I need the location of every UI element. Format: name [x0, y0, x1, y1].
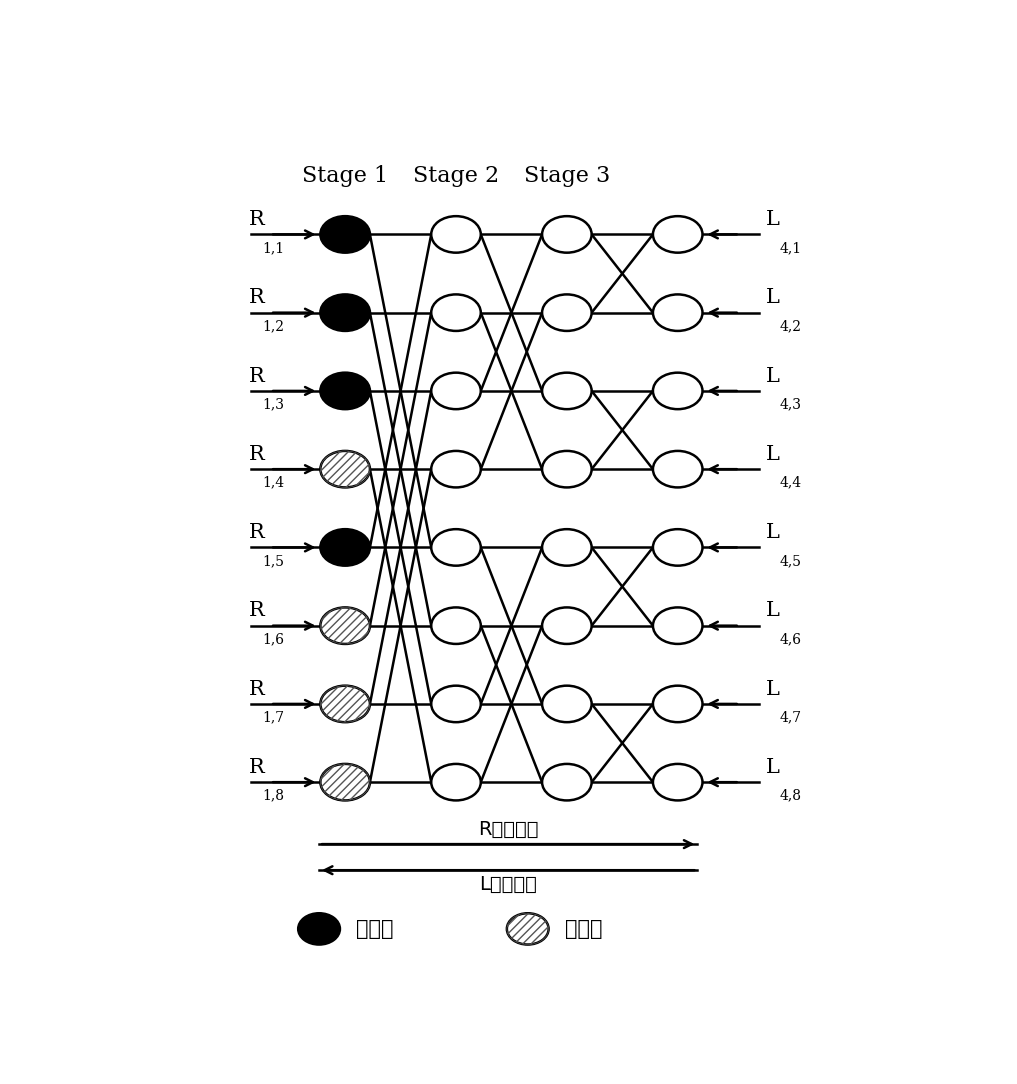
Text: L: L: [766, 680, 780, 699]
Text: L: L: [766, 602, 780, 620]
Ellipse shape: [320, 607, 370, 644]
Ellipse shape: [653, 216, 703, 253]
Text: 1,4: 1,4: [262, 476, 285, 490]
Text: 4,8: 4,8: [779, 789, 801, 802]
Ellipse shape: [320, 451, 370, 488]
Text: L: L: [766, 758, 780, 777]
Ellipse shape: [542, 686, 592, 722]
Text: R: R: [248, 444, 264, 464]
Text: 4,4: 4,4: [779, 476, 801, 490]
Text: Stage 3: Stage 3: [524, 165, 610, 186]
Text: 1,5: 1,5: [262, 554, 285, 568]
Ellipse shape: [542, 529, 592, 566]
Ellipse shape: [431, 529, 481, 566]
Ellipse shape: [320, 295, 370, 331]
Text: 4,5: 4,5: [779, 554, 801, 568]
Text: 1,3: 1,3: [262, 398, 285, 412]
Text: 4,7: 4,7: [779, 710, 801, 724]
Text: 4,2: 4,2: [779, 319, 801, 333]
Text: L: L: [766, 444, 780, 464]
Ellipse shape: [542, 607, 592, 644]
Ellipse shape: [653, 373, 703, 409]
Text: 4,6: 4,6: [779, 632, 801, 646]
Ellipse shape: [431, 764, 481, 800]
Ellipse shape: [542, 764, 592, 800]
Text: L信息更新: L信息更新: [479, 876, 537, 894]
Text: L: L: [766, 210, 780, 229]
Ellipse shape: [653, 764, 703, 800]
Text: R: R: [248, 680, 264, 699]
Ellipse shape: [542, 216, 592, 253]
Text: R: R: [248, 288, 264, 308]
Ellipse shape: [653, 686, 703, 722]
Ellipse shape: [542, 373, 592, 409]
Text: R: R: [248, 210, 264, 229]
Ellipse shape: [542, 451, 592, 488]
Text: 冻结位: 冻结位: [356, 919, 394, 939]
Text: 1,7: 1,7: [262, 710, 285, 724]
Text: 4,3: 4,3: [779, 398, 801, 412]
Text: L: L: [766, 366, 780, 386]
Text: L: L: [766, 288, 780, 308]
Text: R: R: [248, 602, 264, 620]
Text: 1,8: 1,8: [262, 789, 285, 802]
Text: R信息更新: R信息更新: [478, 820, 538, 839]
Ellipse shape: [431, 451, 481, 488]
Ellipse shape: [320, 216, 370, 253]
Ellipse shape: [431, 686, 481, 722]
Ellipse shape: [320, 373, 370, 409]
Ellipse shape: [431, 607, 481, 644]
Ellipse shape: [653, 451, 703, 488]
Ellipse shape: [542, 295, 592, 331]
Text: 1,1: 1,1: [262, 241, 285, 255]
Text: R: R: [248, 366, 264, 386]
Ellipse shape: [653, 529, 703, 566]
Text: Stage 1: Stage 1: [302, 165, 388, 186]
Text: 1,2: 1,2: [262, 319, 285, 333]
Ellipse shape: [653, 607, 703, 644]
Ellipse shape: [298, 913, 340, 944]
Text: L: L: [766, 524, 780, 542]
Ellipse shape: [506, 913, 548, 944]
Ellipse shape: [320, 686, 370, 722]
Text: 1,6: 1,6: [262, 632, 285, 646]
Ellipse shape: [431, 216, 481, 253]
Text: Stage 2: Stage 2: [413, 165, 499, 186]
Ellipse shape: [431, 373, 481, 409]
Text: R: R: [248, 524, 264, 542]
Ellipse shape: [431, 295, 481, 331]
Ellipse shape: [320, 764, 370, 800]
Ellipse shape: [653, 295, 703, 331]
Text: 4,1: 4,1: [779, 241, 801, 255]
Text: R: R: [248, 758, 264, 777]
Ellipse shape: [320, 529, 370, 566]
Text: 信息位: 信息位: [564, 919, 602, 939]
